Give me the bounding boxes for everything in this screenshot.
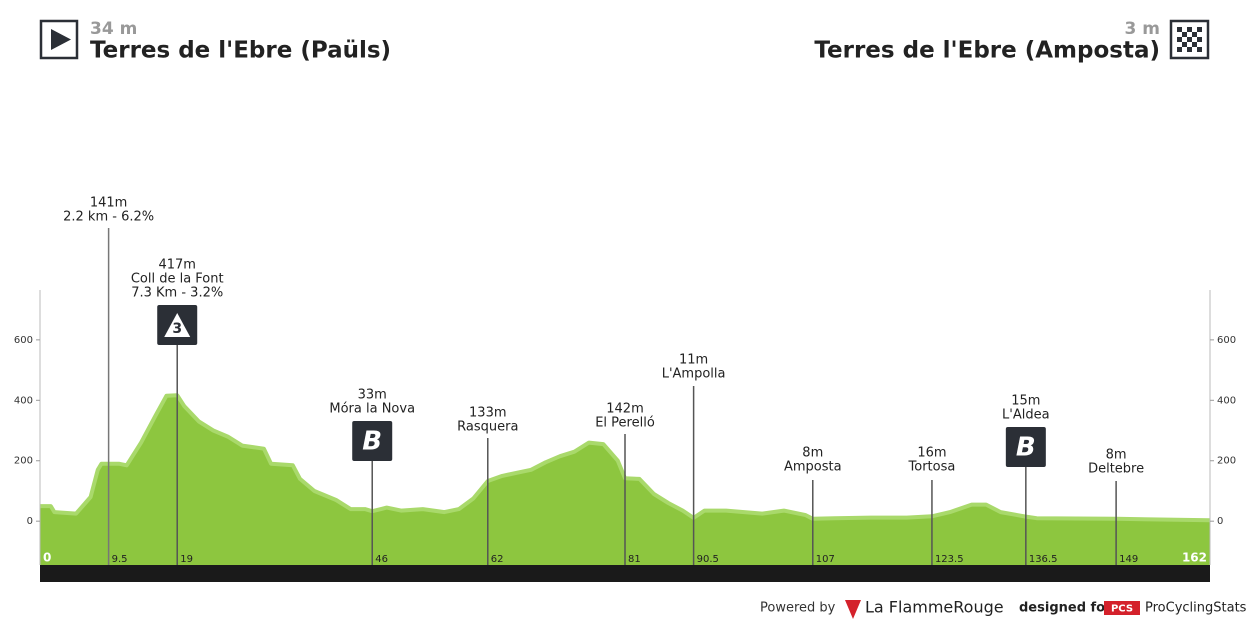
- y-tick-label: 400: [14, 395, 33, 406]
- km-finish: 162: [1182, 551, 1207, 565]
- point-label: Rasquera: [457, 420, 518, 435]
- y-tick-label: 0: [27, 516, 33, 527]
- point-label: Deltebre: [1088, 462, 1144, 477]
- designed-for: designed for: [1019, 601, 1112, 616]
- start-icon: [39, 19, 79, 60]
- point-label: 133m: [469, 406, 506, 421]
- point-label: 15m: [1011, 394, 1040, 409]
- badge: [352, 421, 393, 461]
- start-name: Terres de l'Ebre (Paüls): [90, 38, 391, 64]
- km-label: 107: [816, 554, 835, 565]
- point-label: L'Aldea: [1002, 408, 1050, 423]
- y-tick-label: 0: [1217, 516, 1223, 527]
- point-label: 8m: [802, 446, 823, 461]
- y-tick-label: 400: [1217, 395, 1236, 406]
- badge: [1005, 427, 1046, 467]
- y-tick-label: 200: [14, 456, 33, 467]
- point-label: Tortosa: [908, 460, 956, 475]
- checker: [1177, 27, 1202, 52]
- point-label: Coll de la Font: [131, 272, 224, 287]
- point-label: 16m: [917, 446, 946, 461]
- point-label: 7.3 Km - 3.2%: [131, 286, 223, 301]
- km-start: 0: [43, 551, 51, 565]
- y-tick-label: 200: [1217, 456, 1236, 467]
- point-label: Móra la Nova: [329, 402, 415, 417]
- km-label: 9.5: [112, 554, 128, 565]
- point-label: 33m: [358, 388, 387, 403]
- flame-icon: [845, 600, 861, 619]
- pcs-logo: PCS: [1111, 604, 1133, 615]
- base-bar: [40, 565, 1210, 582]
- badge-text: B: [1016, 433, 1036, 463]
- brand: La FlammeRouge: [865, 598, 1004, 617]
- powered-by: Powered by: [760, 601, 836, 616]
- site-name: ProCyclingStats: [1145, 601, 1247, 616]
- km-label: 90.5: [697, 554, 719, 565]
- km-label: 19: [180, 554, 193, 565]
- point-label: El Perelló: [595, 416, 655, 431]
- point-label: 141m: [90, 196, 127, 211]
- finish-icon: [1169, 19, 1210, 60]
- point-label: 2.2 km - 6.2%: [63, 210, 154, 225]
- y-tick-label: 600: [1217, 335, 1236, 346]
- point-label: Amposta: [784, 460, 842, 475]
- km-label: 81: [628, 554, 641, 565]
- finish-frame: [1169, 19, 1210, 60]
- km-label: 46: [375, 554, 388, 565]
- km-label: 123.5: [935, 554, 964, 565]
- km-label: 62: [491, 554, 504, 565]
- pcs-box: [1104, 601, 1140, 615]
- point-label: L'Ampolla: [662, 367, 726, 382]
- km-label: 136.5: [1029, 554, 1058, 565]
- point-label: 11m: [679, 353, 708, 368]
- point-label: 417m: [158, 258, 195, 273]
- km-label: 149: [1119, 554, 1138, 565]
- play-icon: [51, 29, 71, 50]
- finish-altitude: 3 m: [1125, 19, 1160, 39]
- point-label: 8m: [1106, 448, 1127, 463]
- badge-triangle: [164, 313, 191, 337]
- start-altitude: 34 m: [90, 19, 137, 39]
- point-label: 142m: [606, 402, 643, 417]
- y-tick-label: 600: [14, 335, 33, 346]
- finish-name: Terres de l'Ebre (Amposta): [814, 38, 1160, 64]
- badge-text: B: [362, 427, 382, 457]
- badge-text: 3: [172, 321, 182, 337]
